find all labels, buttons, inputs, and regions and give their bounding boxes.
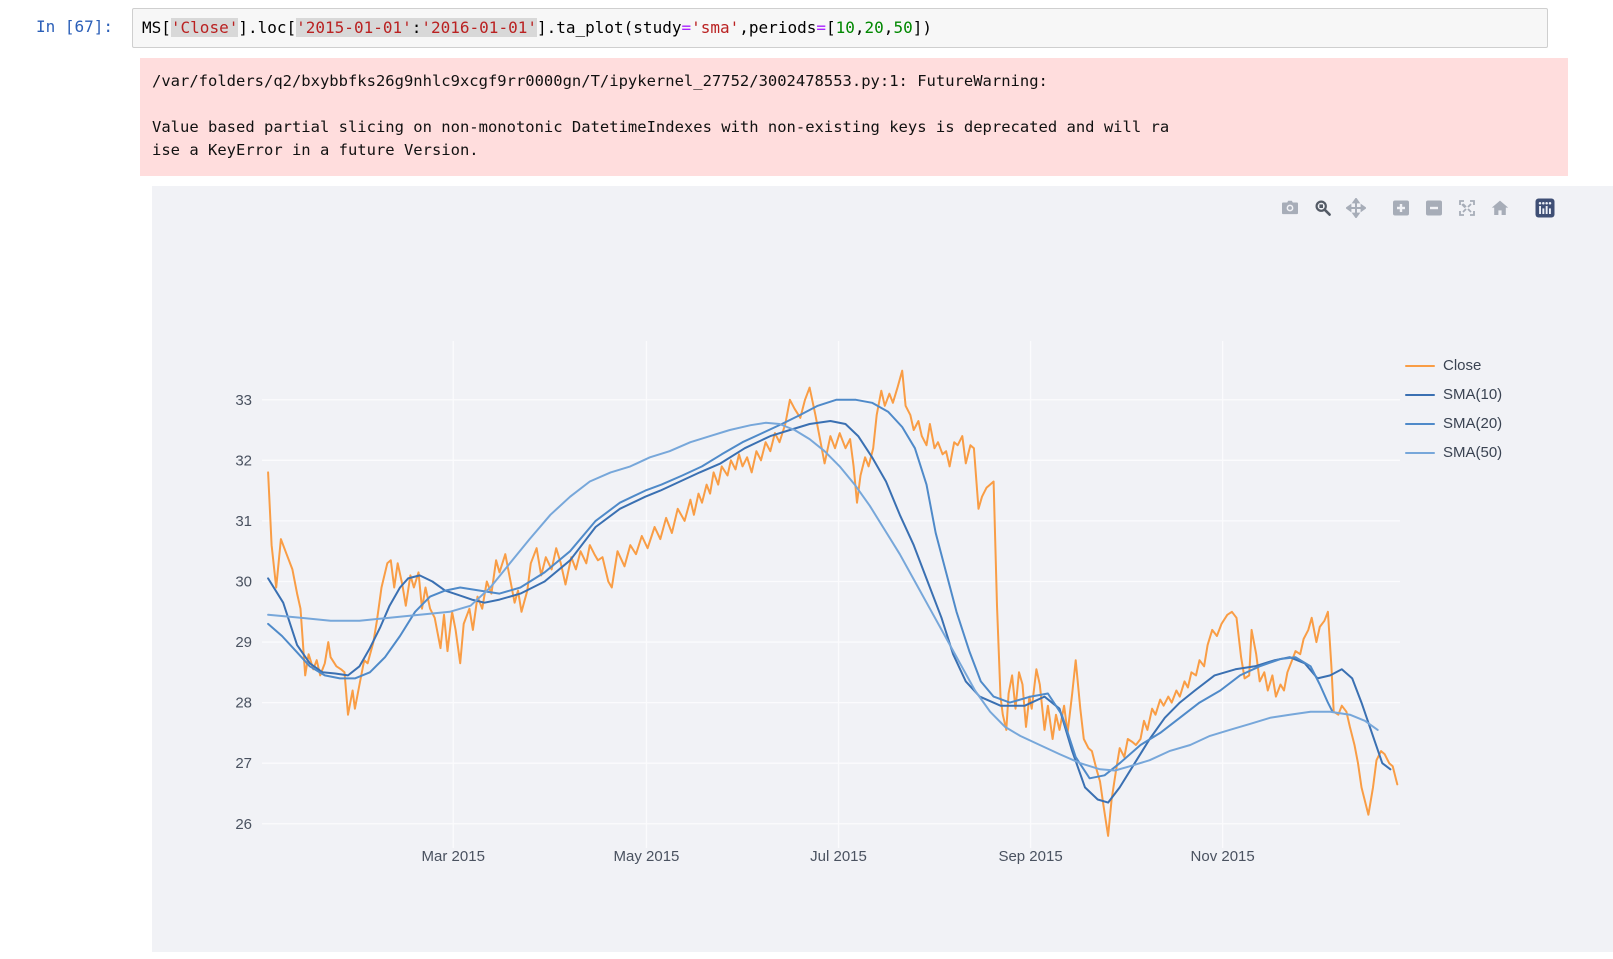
pan-icon[interactable]	[1345, 197, 1367, 219]
code-token: =	[816, 18, 826, 37]
x-tick-label: Mar 2015	[422, 848, 485, 865]
notebook-input-cell: In [67]: MS['Close'].loc['2015-01-01':'2…	[0, 8, 1613, 48]
x-tick-label: Nov 2015	[1191, 848, 1255, 865]
price-sma-chart[interactable]: 26 27 28 29 30 31 32 33 Mar 2015 May 2015 Jul 2015…	[152, 186, 1613, 952]
y-tick-label: 33	[235, 392, 252, 409]
code-token: =	[681, 18, 692, 37]
code-token: ])	[912, 18, 932, 37]
warning-message: Value based partial slicing on non-monot…	[152, 118, 1170, 159]
code-token: '2015-01-01'	[296, 18, 412, 37]
series-line-sma50[interactable]	[267, 421, 1379, 772]
code-token: :	[411, 18, 422, 37]
legend-item-sma10[interactable]: SMA(10)	[1405, 380, 1502, 409]
plotly-figure: 26 27 28 29 30 31 32 33 Mar 2015 May 2015 Jul 2015…	[152, 186, 1613, 952]
code-token: 10	[835, 18, 855, 37]
legend-swatch	[1405, 393, 1435, 396]
future-warning-output: /var/folders/q2/bxybbfks26g9nhlc9xcgf9rr…	[140, 58, 1568, 176]
code-token: 50	[893, 18, 913, 37]
code-token: 20	[864, 18, 884, 37]
y-tick-label: 27	[235, 755, 252, 772]
zoom-out-icon[interactable]	[1423, 197, 1445, 219]
y-tick-label: 26	[235, 816, 252, 833]
code-token: MS[	[142, 18, 171, 37]
legend-item-sma50[interactable]: SMA(50)	[1405, 438, 1502, 467]
code-input[interactable]: MS['Close'].loc['2015-01-01':'2016-01-01…	[132, 8, 1548, 48]
warning-source-line: /var/folders/q2/bxybbfks26g9nhlc9xcgf9rr…	[152, 72, 1048, 90]
camera-icon[interactable]	[1279, 197, 1301, 219]
y-tick-label: 30	[235, 573, 252, 590]
legend-label: SMA(50)	[1443, 444, 1503, 461]
legend-swatch	[1405, 364, 1435, 367]
code-token: ,	[854, 18, 865, 37]
code-token: ,periods	[739, 18, 817, 37]
cell-prompt: In [67]:	[35, 17, 113, 36]
code-token: '2016-01-01'	[421, 18, 537, 37]
series-line-close[interactable]	[267, 369, 1399, 837]
plotly-modebar	[1268, 196, 1556, 220]
series-line-sma10[interactable]	[267, 420, 1392, 804]
code-token: 'Close'	[170, 18, 239, 37]
legend-label: SMA(10)	[1443, 386, 1503, 403]
y-tick-label: 28	[235, 695, 252, 712]
x-tick-label: May 2015	[614, 848, 680, 865]
autoscale-icon[interactable]	[1456, 197, 1478, 219]
legend-swatch	[1405, 422, 1435, 425]
plotly-logo[interactable]	[1534, 197, 1556, 219]
y-tick-label: 31	[235, 513, 252, 530]
code-token: ,	[883, 18, 894, 37]
code-token: [	[825, 18, 836, 37]
legend-swatch	[1405, 451, 1435, 454]
code-token: 'sma'	[691, 18, 740, 37]
x-tick-label: Jul 2015	[810, 848, 867, 865]
legend-item-sma20[interactable]: SMA(20)	[1405, 409, 1502, 438]
legend-label: Close	[1443, 357, 1482, 374]
code-token: ].ta_plot(study	[536, 18, 682, 37]
zoom-icon[interactable]	[1312, 197, 1334, 219]
zoom-in-icon[interactable]	[1390, 197, 1412, 219]
chart-legend: Close SMA(10) SMA(20) SMA(50)	[1405, 351, 1502, 467]
legend-label: SMA(20)	[1443, 415, 1503, 432]
reset-home-icon[interactable]	[1489, 197, 1511, 219]
x-tick-label: Sep 2015	[998, 848, 1062, 865]
legend-item-close[interactable]: Close	[1405, 351, 1502, 380]
code-token: ].loc[	[238, 18, 297, 37]
y-tick-label: 32	[235, 452, 252, 469]
y-tick-label: 29	[235, 634, 252, 651]
series-line-sma20[interactable]	[267, 398, 1334, 780]
